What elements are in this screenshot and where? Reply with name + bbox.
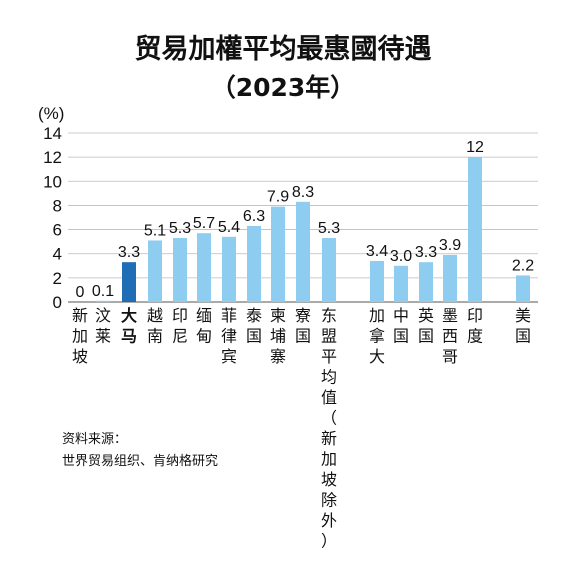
value-label: 5.3: [169, 220, 191, 237]
category-label: 美国: [515, 306, 531, 346]
category-label: 泰国: [246, 306, 262, 346]
chart-title: 贸易加權平均最惠國待遇: [135, 34, 432, 65]
bar: [394, 265, 408, 302]
y-axis-label: (%): [38, 104, 64, 123]
value-label: 5.7: [193, 215, 215, 232]
value-label: 12: [466, 139, 484, 156]
value-label: 2.2: [512, 257, 534, 274]
value-label: 3.3: [415, 244, 437, 261]
category-label: 印尼: [172, 306, 188, 346]
category-label: 寮国: [295, 306, 311, 346]
category-label: 印度: [467, 306, 483, 346]
value-label: 3.0: [390, 248, 412, 265]
category-label: 缅甸: [196, 306, 212, 346]
value-labels: 0 0.13.35.1 5.3 5.7 5.46.37.9 8.35.33.4 3.0 3.3…: [76, 139, 535, 301]
category-label: 加拿大: [369, 306, 385, 366]
y-tick-label: 0: [53, 293, 62, 312]
bar: [173, 238, 187, 302]
value-label: 3.9: [439, 237, 461, 254]
value-label: 3.3: [118, 244, 140, 261]
y-tick-labels: 0 2 4 6 8 10 12 14: [43, 124, 62, 312]
category-label: 中国: [393, 306, 409, 346]
value-label: 7.9: [267, 189, 289, 206]
bar: [96, 300, 110, 302]
bar: [271, 206, 285, 302]
category-label: 新加坡: [72, 306, 88, 366]
bar: [122, 262, 136, 302]
value-label: 6.3: [243, 208, 265, 225]
source-text: 世界贸易组织、肯纳格研究: [62, 453, 218, 469]
y-tick-label: 10: [43, 172, 62, 191]
bar: [296, 201, 310, 302]
category-label: 英国: [418, 306, 434, 346]
chart-subtitle: （2023年）: [211, 73, 356, 102]
bar: [468, 157, 482, 302]
category-label: 墨西哥: [442, 306, 458, 366]
y-tick-label: 8: [53, 196, 62, 215]
bar: [443, 254, 457, 302]
value-label: 5.1: [144, 222, 166, 239]
category-label: 大马: [121, 306, 137, 346]
y-tick-label: 12: [43, 148, 62, 167]
bar: [197, 233, 211, 302]
category-label: 柬埔寨: [270, 306, 286, 366]
value-label: 5.4: [218, 219, 240, 236]
value-label: 5.3: [318, 220, 340, 237]
source-label: 资料来源：: [62, 432, 127, 447]
category-label: 菲律宾: [221, 306, 237, 366]
value-label: 3.4: [366, 243, 388, 260]
value-label: 8.3: [292, 184, 314, 201]
bar: [370, 260, 384, 302]
value-label: 0.1: [92, 283, 114, 300]
value-label: 0: [76, 284, 85, 301]
y-tick-label: 4: [53, 245, 62, 264]
category-label: 东盟平均值（新加坡除外）: [321, 306, 337, 551]
bars: [96, 157, 530, 302]
bar: [247, 225, 261, 302]
y-tick-label: 14: [43, 124, 62, 143]
category-label: 汶莱: [95, 306, 111, 346]
y-tick-label: 6: [53, 221, 62, 240]
bar: [419, 262, 433, 302]
y-tick-label: 2: [53, 269, 62, 288]
bar: [148, 240, 162, 302]
bar: [322, 238, 336, 302]
bar: [222, 236, 236, 302]
category-label: 越南: [147, 306, 163, 346]
bar: [516, 275, 530, 302]
